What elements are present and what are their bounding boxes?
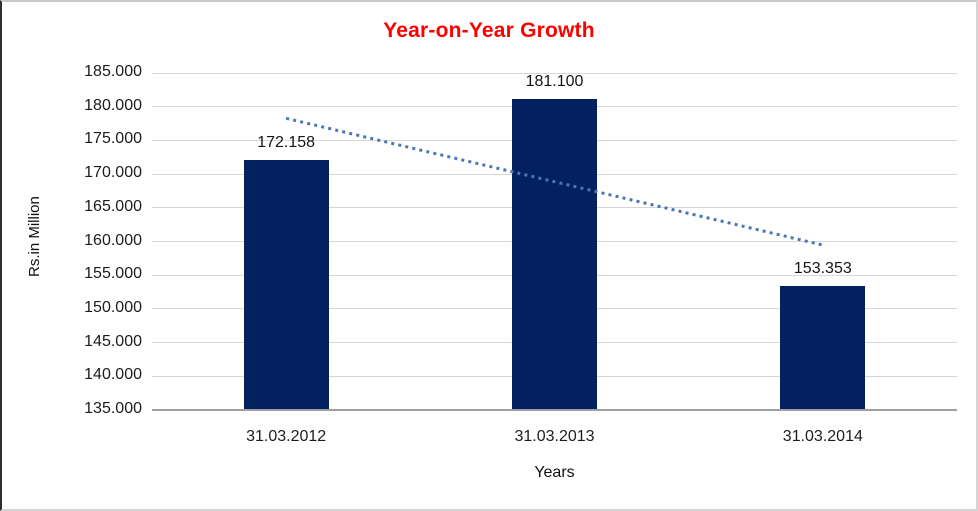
bar — [243, 159, 329, 409]
y-axis-tick-label: 140.000 — [84, 366, 142, 384]
x-axis-tick-label: 31.03.2013 — [514, 428, 595, 445]
bar-value-label: 181.100 — [525, 73, 584, 91]
plot-area: 172.158 181.100 153.353 — [152, 72, 957, 411]
y-axis-title: Rs.in Million — [26, 196, 43, 278]
y-axis-tick-label: 155.000 — [84, 265, 142, 283]
x-axis-tick-label: 31.03.2014 — [782, 428, 863, 445]
y-axis-tick-label: 145.000 — [84, 332, 142, 350]
y-axis-tick-labels: 135.000 140.000 145.000 150.000 155.000 160.0… — [52, 63, 142, 417]
y-axis-tick-label: 150.000 — [84, 298, 142, 316]
y-axis-tick-label: 165.000 — [84, 197, 142, 215]
bar-value-label: 172.158 — [257, 133, 316, 151]
y-axis-tick-label: 175.000 — [84, 130, 142, 148]
x-axis-tick-labels: 31.03.2012 31.03.2013 31.03.2014 — [152, 428, 957, 450]
y-axis-tick-label: 135.000 — [84, 400, 142, 417]
x-axis-line — [152, 409, 957, 411]
gridline — [152, 72, 957, 74]
bar — [780, 286, 866, 409]
x-axis-tick-label: 31.03.2012 — [246, 428, 327, 445]
x-axis-title: Years — [534, 464, 575, 481]
y-axis-tick-label: 185.000 — [84, 63, 142, 80]
bar-value-label: 153.353 — [793, 260, 852, 278]
chart-title: Year-on-Year Growth — [383, 19, 595, 42]
y-axis-tick-label: 180.000 — [84, 96, 142, 114]
y-axis-tick-label: 170.000 — [84, 164, 142, 182]
bar — [512, 99, 597, 409]
y-axis-tick-label: 160.000 — [84, 231, 142, 249]
